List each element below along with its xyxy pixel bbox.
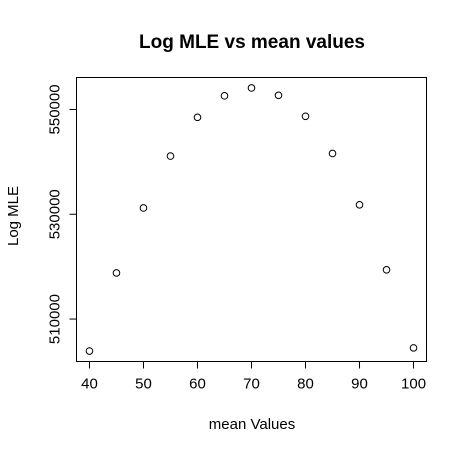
data-point [274, 91, 283, 100]
x-tick-label: 70 [243, 376, 260, 393]
data-point [409, 344, 418, 352]
data-point [301, 112, 310, 121]
y-tick-label: 550000 [46, 84, 63, 134]
data-points [85, 84, 418, 355]
data-point [166, 152, 175, 160]
x-tick-label: 60 [189, 376, 206, 393]
x-axis-label: mean Values [209, 416, 295, 433]
x-tick-label: 40 [81, 376, 98, 393]
y-tick-label: 510000 [46, 294, 63, 344]
y-axis-label: Log MLE [5, 186, 22, 246]
data-point [247, 84, 256, 92]
y-tick-label: 530000 [46, 189, 63, 239]
data-point [220, 92, 229, 100]
data-point [139, 204, 148, 212]
y-axis: 510000 530000 550000 [46, 84, 77, 344]
chart-title: Log MLE vs mean values [139, 32, 365, 53]
x-tick-label: 100 [401, 376, 426, 393]
data-point [382, 266, 391, 274]
x-tick-label: 50 [135, 376, 152, 393]
x-axis: 40 50 60 70 80 90 100 [81, 361, 426, 393]
x-tick-label: 80 [297, 376, 314, 393]
x-tick-label: 90 [351, 376, 368, 393]
data-point [112, 269, 121, 277]
data-point [328, 149, 337, 158]
data-point [355, 201, 364, 209]
data-point [85, 347, 94, 355]
plot-frame [76, 77, 427, 362]
data-point [193, 113, 202, 122]
